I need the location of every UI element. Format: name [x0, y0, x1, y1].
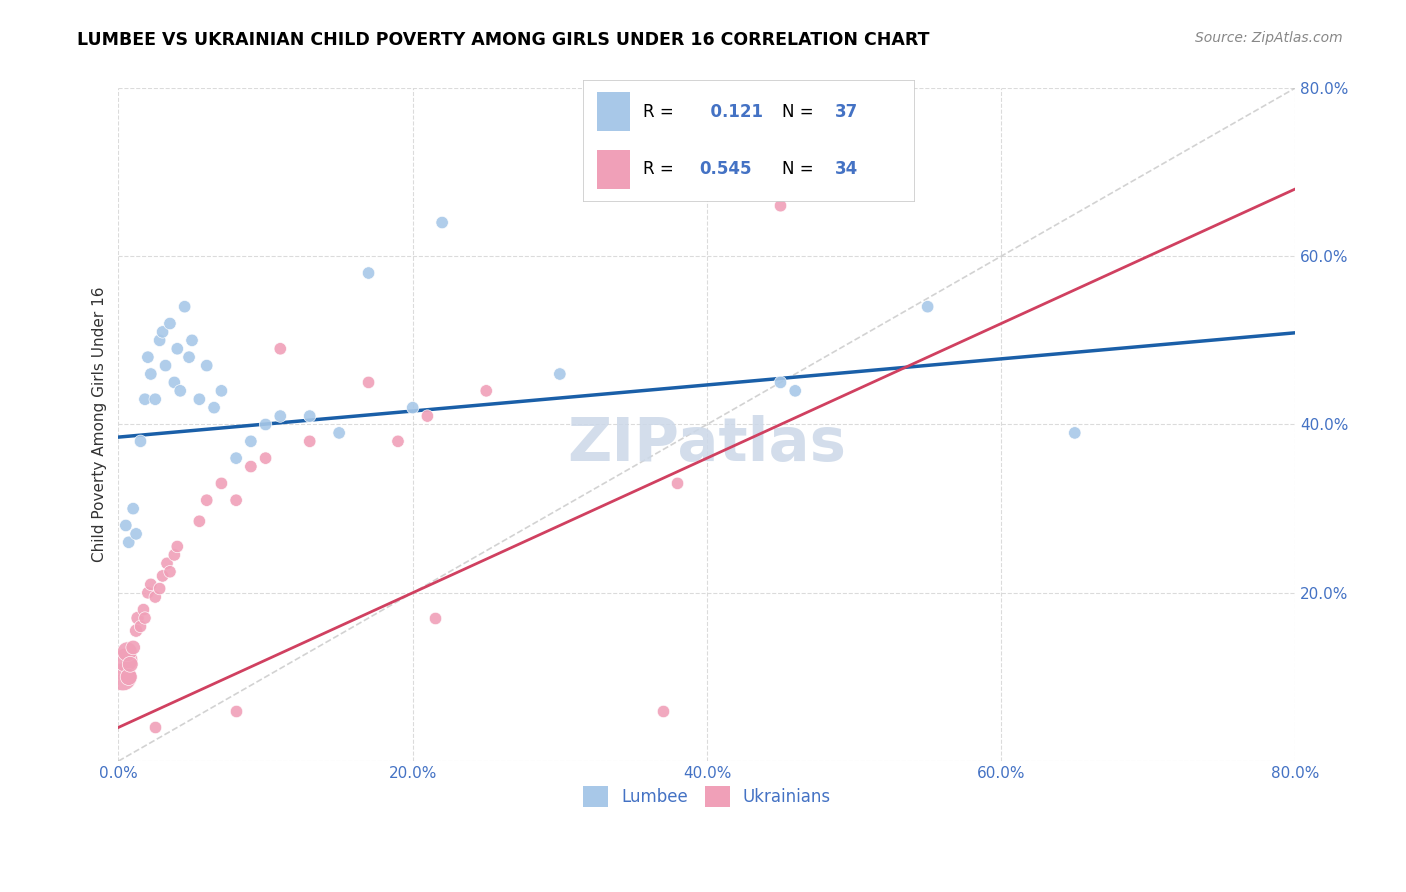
Point — [149, 582, 172, 596]
Text: 0.121: 0.121 — [699, 103, 763, 120]
Point — [209, 476, 232, 491]
Point — [188, 514, 211, 528]
Point — [769, 376, 792, 390]
Point — [134, 392, 156, 407]
Point — [139, 577, 162, 591]
Point — [357, 376, 380, 390]
Point — [239, 434, 262, 449]
Point — [156, 557, 179, 571]
Text: Source: ZipAtlas.com: Source: ZipAtlas.com — [1195, 31, 1343, 45]
Point — [143, 720, 166, 734]
Point — [769, 199, 792, 213]
Text: R =: R = — [643, 161, 673, 178]
Y-axis label: Child Poverty Among Girls Under 16: Child Poverty Among Girls Under 16 — [93, 286, 107, 562]
Point — [239, 459, 262, 474]
Point — [430, 215, 453, 229]
Point — [139, 367, 162, 381]
Point — [132, 602, 155, 616]
Point — [159, 565, 181, 579]
Text: 34: 34 — [835, 161, 858, 178]
Text: 37: 37 — [835, 103, 858, 120]
Text: ZIPatlas: ZIPatlas — [568, 415, 846, 475]
Point — [387, 434, 409, 449]
Point — [209, 384, 232, 398]
Point — [917, 300, 939, 314]
Point — [195, 359, 218, 373]
Point — [129, 619, 152, 633]
Point — [357, 55, 380, 70]
Point — [269, 409, 291, 423]
Point — [169, 384, 191, 398]
Point — [785, 384, 807, 398]
Point — [134, 611, 156, 625]
Legend: Lumbee, Ukrainians: Lumbee, Ukrainians — [576, 780, 838, 814]
Point — [125, 527, 148, 541]
Point — [136, 586, 159, 600]
Point — [152, 325, 174, 339]
Point — [159, 317, 181, 331]
Point — [1063, 425, 1085, 440]
Point — [152, 569, 174, 583]
Point — [166, 540, 188, 554]
Point — [225, 451, 247, 466]
Point — [181, 334, 204, 348]
Point — [122, 501, 145, 516]
Point — [402, 401, 425, 415]
Point — [328, 425, 350, 440]
Point — [254, 451, 277, 466]
Point — [195, 493, 218, 508]
Point — [225, 493, 247, 508]
Point — [163, 548, 186, 562]
Point — [548, 367, 571, 381]
Point — [173, 300, 195, 314]
Point — [136, 350, 159, 364]
Text: R =: R = — [643, 103, 673, 120]
Point — [149, 334, 172, 348]
Point — [125, 624, 148, 638]
Point — [111, 670, 134, 684]
Point — [177, 350, 200, 364]
Point — [120, 657, 142, 672]
Point — [163, 376, 186, 390]
Point — [475, 384, 498, 398]
Point — [416, 409, 439, 423]
Text: LUMBEE VS UKRAINIAN CHILD POVERTY AMONG GIRLS UNDER 16 CORRELATION CHART: LUMBEE VS UKRAINIAN CHILD POVERTY AMONG … — [77, 31, 929, 49]
Point — [118, 535, 141, 549]
Point — [254, 417, 277, 432]
Point — [202, 401, 225, 415]
Point — [298, 409, 321, 423]
Text: N =: N = — [782, 103, 813, 120]
Point — [666, 476, 689, 491]
Point — [114, 653, 136, 667]
Point — [129, 434, 152, 449]
Point — [166, 342, 188, 356]
Point — [143, 590, 166, 604]
Point — [118, 670, 141, 684]
Text: N =: N = — [782, 161, 813, 178]
FancyBboxPatch shape — [596, 150, 630, 188]
Point — [423, 611, 446, 625]
Point — [122, 640, 145, 655]
Point — [298, 434, 321, 449]
Point — [114, 518, 136, 533]
Point — [155, 359, 177, 373]
Point — [651, 704, 673, 718]
Text: 0.545: 0.545 — [699, 161, 752, 178]
Point — [143, 392, 166, 407]
Point — [127, 611, 149, 625]
Point — [225, 704, 247, 718]
Point — [357, 266, 380, 280]
Point — [188, 392, 211, 407]
FancyBboxPatch shape — [596, 93, 630, 131]
Point — [269, 342, 291, 356]
Point — [117, 645, 139, 659]
